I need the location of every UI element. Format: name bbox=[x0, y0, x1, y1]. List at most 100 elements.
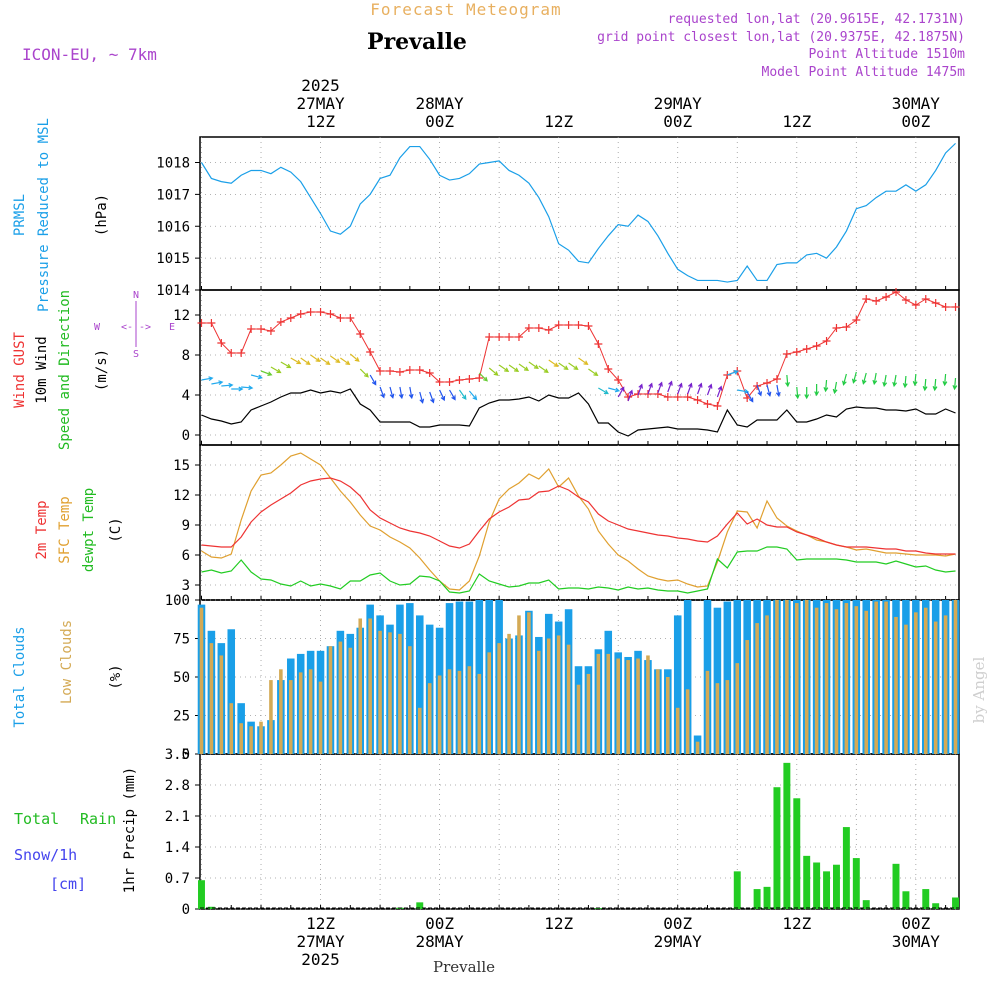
low-cloud-bar bbox=[239, 723, 243, 754]
wind-arrow bbox=[804, 387, 810, 400]
dewpt-label: dewpt Temp bbox=[81, 488, 97, 572]
gust-point bbox=[455, 376, 464, 384]
wind-arrow bbox=[548, 359, 559, 368]
low-cloud-bar bbox=[616, 658, 620, 754]
gust-point bbox=[822, 337, 831, 345]
precip-panel-labels: 1hr Precip (mm) Total Rain Snow/1h [cm] bbox=[14, 767, 138, 893]
gust-point bbox=[921, 295, 930, 303]
y-tick-label: 1017 bbox=[156, 187, 190, 203]
low-cloud-bar bbox=[358, 618, 363, 754]
y-tick-label: 4 bbox=[182, 388, 190, 404]
low-cloud-bar bbox=[606, 653, 611, 754]
wind-arrow bbox=[330, 355, 341, 364]
dewpt-line bbox=[201, 546, 956, 594]
time-axis-label: 00Z bbox=[901, 914, 930, 933]
y-tick-label: 25 bbox=[173, 709, 190, 725]
wind-arrow bbox=[706, 383, 713, 396]
total-label: Total bbox=[14, 810, 59, 828]
wind-arrow bbox=[260, 370, 273, 376]
panel-frame-temperature bbox=[199, 444, 960, 601]
low-cloud-bar bbox=[933, 621, 938, 754]
gust-point bbox=[554, 321, 563, 329]
gust-point bbox=[564, 321, 573, 329]
wind-arrow bbox=[737, 388, 750, 394]
gust-point bbox=[405, 366, 414, 374]
gust-point bbox=[425, 369, 434, 377]
low-cloud-bar bbox=[288, 680, 293, 754]
time-axis-label: 29MAY bbox=[654, 94, 703, 113]
wind-arrow bbox=[201, 376, 214, 382]
gust-point bbox=[693, 396, 702, 404]
wind-arrow bbox=[588, 368, 599, 377]
gust-point bbox=[514, 333, 523, 341]
low-cloud-bar bbox=[735, 663, 740, 754]
time-axis-label: 29MAY bbox=[654, 932, 703, 951]
y-tick-label: 1015 bbox=[156, 251, 190, 267]
sfc-temp-label: SFC Temp bbox=[57, 496, 73, 563]
wind-arrow bbox=[766, 384, 772, 397]
wind-arrow bbox=[320, 357, 331, 366]
rain-bar bbox=[733, 871, 741, 909]
gust-point bbox=[366, 348, 375, 356]
wind-arrow bbox=[538, 365, 549, 374]
gust-point bbox=[495, 333, 504, 341]
total-cloud-bar bbox=[713, 607, 722, 754]
gust-point bbox=[385, 367, 394, 375]
low-cloud-bar bbox=[775, 600, 779, 754]
temp-2m-label: 2m Temp bbox=[34, 500, 50, 559]
gust-point bbox=[247, 325, 256, 333]
low-cloud-bar bbox=[705, 670, 710, 754]
wind-arrow bbox=[241, 385, 254, 391]
wind-arrow bbox=[578, 357, 589, 366]
compass-w: W bbox=[94, 322, 101, 333]
low-cloud-bar bbox=[477, 673, 482, 754]
y-tick-label: 12 bbox=[173, 488, 190, 504]
gust-point bbox=[286, 314, 295, 322]
gust-point bbox=[485, 333, 494, 341]
wind-arrow bbox=[211, 380, 224, 386]
low-cloud-bar bbox=[378, 630, 382, 754]
gust-point bbox=[465, 375, 474, 383]
wind-arrow bbox=[310, 354, 321, 363]
low-cloud-bar bbox=[725, 680, 730, 754]
panels-layer: 1014 1015 1016 1017 1018 0 4 8 12 3 6 9 12 15 0 25 50 75 1… bbox=[156, 136, 960, 918]
low-cloud-bar bbox=[755, 623, 759, 754]
wind-arrow bbox=[667, 380, 673, 393]
wind-arrow bbox=[647, 382, 653, 395]
ms-unit-label: (m/s) bbox=[94, 349, 110, 391]
wind-arrow bbox=[468, 390, 478, 401]
wind-arrow bbox=[558, 362, 569, 371]
rain-bar bbox=[823, 871, 831, 909]
gust-point bbox=[594, 340, 603, 348]
rain-bar bbox=[952, 897, 959, 909]
y-tick-label: 1018 bbox=[156, 156, 190, 172]
low-cloud-bar bbox=[834, 609, 839, 754]
rain-bar bbox=[832, 864, 840, 909]
rain-bar bbox=[198, 880, 205, 909]
wind-arrow bbox=[518, 363, 530, 372]
gust-point bbox=[445, 378, 454, 386]
low-cloud-bar bbox=[229, 703, 234, 754]
rain-bar bbox=[773, 787, 781, 909]
wind-arrow bbox=[892, 374, 898, 388]
y-tick-label: 1.4 bbox=[165, 840, 190, 856]
hpa-unit-label: (hPa) bbox=[94, 194, 110, 236]
compass-s: S bbox=[133, 349, 139, 360]
low-cloud-bar bbox=[279, 669, 283, 754]
rain-bar bbox=[932, 903, 940, 909]
wind-arrow bbox=[851, 371, 857, 384]
wind-arrow bbox=[912, 373, 918, 387]
gust-point bbox=[356, 330, 365, 338]
gust-point bbox=[217, 339, 226, 347]
low-cloud-bar bbox=[675, 707, 680, 754]
low-cloud-bar bbox=[914, 612, 918, 754]
wind-arrow bbox=[756, 384, 763, 397]
wind-arrow bbox=[369, 374, 377, 386]
wind-arrow bbox=[882, 374, 888, 388]
wind-arrow bbox=[657, 381, 663, 394]
rain-label: Rain bbox=[80, 810, 116, 828]
wind-arrow bbox=[832, 381, 838, 395]
low-cloud-bar bbox=[437, 675, 442, 754]
wind-arrow bbox=[408, 386, 414, 400]
y-tick-label: 3 bbox=[182, 578, 190, 594]
